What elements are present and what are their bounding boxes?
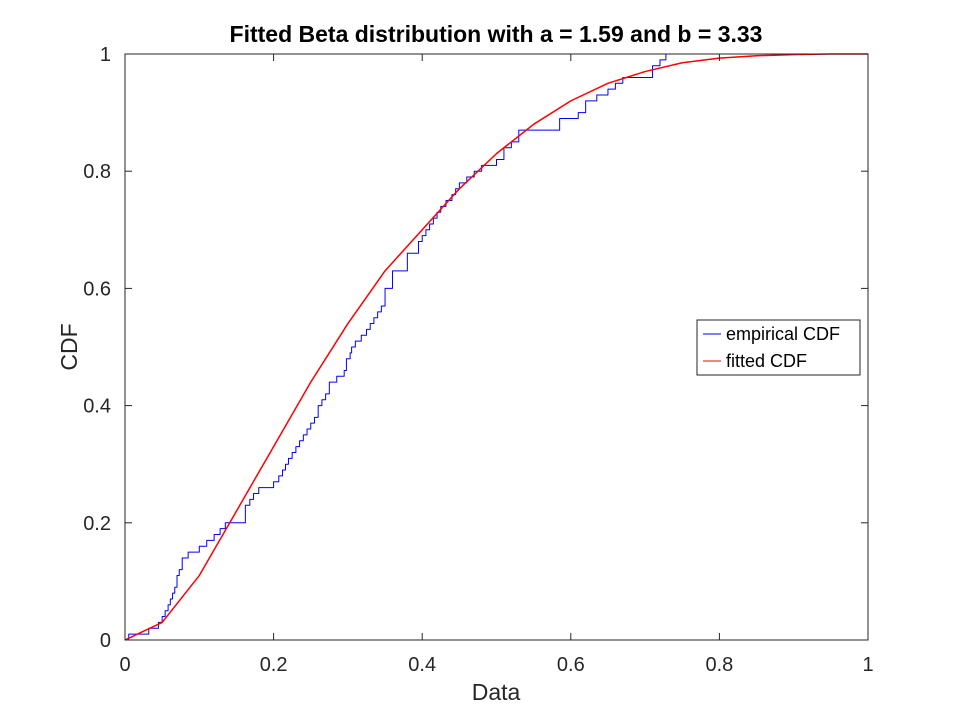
- x-tick-label: 0.6: [557, 654, 585, 676]
- legend-box: [696, 319, 861, 376]
- y-tick-label: 0: [100, 630, 111, 652]
- x-tick-label: 0.8: [705, 654, 733, 676]
- y-tick-label: 0.6: [83, 278, 111, 300]
- x-tick-label: 0: [119, 654, 130, 676]
- axes-box: [124, 53, 869, 641]
- y-tick-label: 1: [100, 44, 111, 66]
- y-axis-label: CDF: [56, 323, 82, 370]
- legend-label-empirical: empirical CDF: [726, 324, 840, 344]
- y-tick-label: 0.8: [83, 161, 111, 183]
- x-tick-label: 0.4: [408, 654, 436, 676]
- chart-title: Fitted Beta distribution with a = 1.59 a…: [230, 21, 763, 47]
- series-layer: [124, 53, 868, 641]
- x-tick-label: 0.2: [260, 654, 288, 676]
- legend: empirical CDF fitted CDF: [696, 319, 861, 376]
- ticks-layer: 0 0.2 0.4 0.6 0.8 1 0 0.2 0.4 0.6 0.8 1: [83, 44, 873, 676]
- fitted-cdf-line: [124, 53, 868, 641]
- empirical-cdf-line: [125, 53, 868, 641]
- legend-label-fitted: fitted CDF: [726, 351, 807, 371]
- x-tick-label: 1: [862, 654, 873, 676]
- y-tick-label: 0.2: [83, 513, 111, 535]
- x-axis-label: Data: [472, 679, 521, 705]
- y-tick-label: 0.4: [83, 396, 111, 418]
